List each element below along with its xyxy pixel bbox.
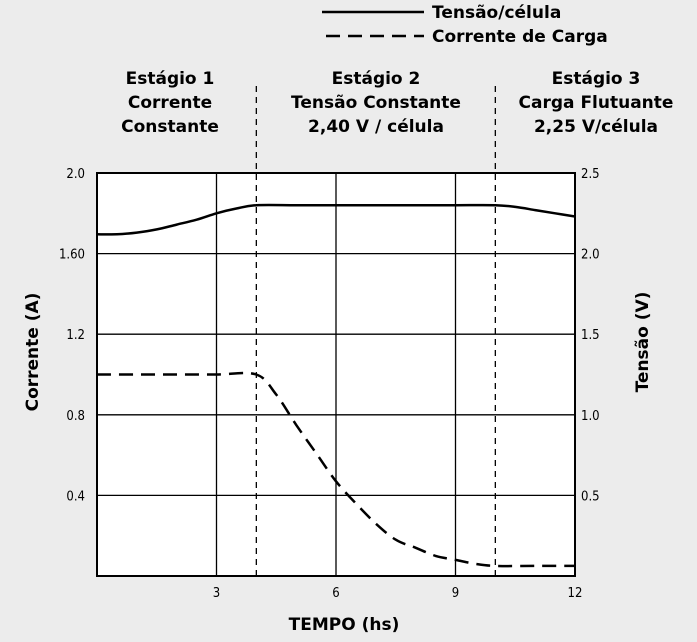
stage-3-line-1: Estágio 3 [552, 69, 641, 89]
y-tick-label-left: 0.4 [66, 489, 85, 504]
legend-label-voltage: Tensão/célula [432, 3, 561, 23]
series-line-voltage [96, 203, 576, 236]
stage-2-line-2: Tensão Constante [291, 93, 461, 113]
y-tick-label-right: 2.5 [581, 167, 600, 182]
stage-2-line-1: Estágio 2 [332, 69, 421, 89]
stage-1-line-1: Estágio 1 [126, 69, 215, 89]
y-tick-label-left: 0.8 [66, 409, 85, 424]
stage-3-line-3: 2,25 V/célula [534, 117, 658, 137]
y-tick-label-right: 1.5 [581, 328, 600, 343]
y-axis-title-left: Corrente (A) [23, 293, 43, 412]
y-tick-label-left: 1.60 [59, 248, 85, 263]
stage-1-line-3: Constante [121, 117, 219, 137]
x-axis-title: TEMPO (hs) [289, 615, 400, 635]
stage-3-line-2: Carga Flutuante [519, 93, 674, 113]
legend-label-current: Corrente de Carga [432, 27, 608, 47]
y-tick-labels-left: 2.0 1.60 1.2 0.8 0.4 [59, 167, 85, 504]
y-tick-label-left: 1.2 [66, 328, 85, 343]
x-tick-label: 6 [332, 586, 339, 601]
y-tick-labels-right: 2.5 2.0 1.5 1.0 0.5 [581, 167, 600, 504]
series-line-current [96, 371, 575, 568]
stage-boundaries [255, 86, 496, 576]
y-tick-label-right: 0.5 [581, 489, 600, 504]
x-tick-labels: 3 6 9 12 [213, 586, 583, 601]
stage-2-line-3: 2,40 V / célula [308, 117, 444, 137]
series-lines [96, 203, 576, 568]
y-tick-label-right: 2.0 [581, 248, 600, 263]
stage-labels: Estágio 1 Corrente Constante Estágio 2 T… [121, 69, 673, 137]
x-tick-label: 3 [213, 586, 220, 601]
x-tick-label: 9 [452, 586, 459, 601]
x-tick-label: 12 [568, 586, 583, 601]
stage-1-line-2: Corrente [128, 93, 212, 113]
legend: Tensão/célula Corrente de Carga [322, 3, 608, 47]
y-tick-label-right: 1.0 [581, 409, 600, 424]
y-axis-title-right: Tensão (V) [633, 292, 653, 393]
plot-frame [96, 172, 576, 577]
y-tick-label-left: 2.0 [66, 167, 85, 182]
